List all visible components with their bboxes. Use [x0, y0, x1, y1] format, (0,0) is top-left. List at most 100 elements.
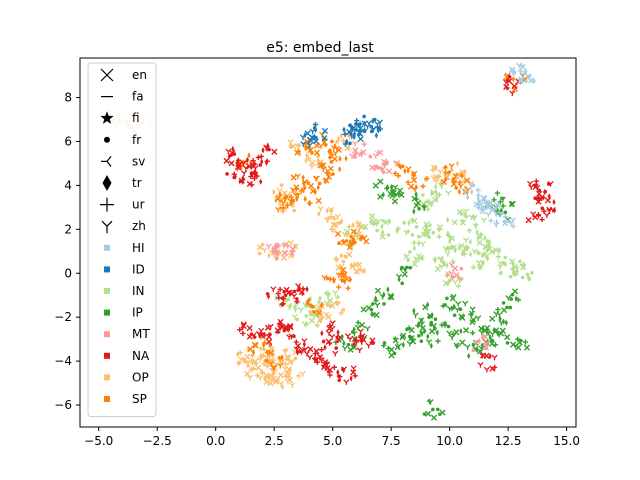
data-point [333, 142, 337, 150]
data-point [446, 324, 451, 329]
data-point [290, 248, 294, 255]
data-point [438, 412, 442, 416]
data-point [446, 216, 450, 223]
data-point [326, 215, 330, 223]
data-point [232, 175, 236, 180]
legend-item-tr: tr [102, 175, 142, 191]
data-point [266, 338, 273, 345]
data-point [330, 139, 334, 144]
data-point [289, 187, 297, 193]
data-point [482, 341, 488, 347]
data-point [382, 219, 390, 226]
data-point [434, 194, 441, 201]
legend-label: IP [132, 306, 143, 320]
legend-item-op: OP [104, 370, 149, 384]
data-point [448, 235, 453, 239]
data-point [264, 359, 269, 363]
data-point [280, 354, 284, 361]
data-point [535, 198, 542, 205]
data-point [249, 182, 255, 188]
data-point [504, 85, 510, 91]
data-point [477, 338, 481, 345]
data-point [303, 195, 307, 203]
data-point [475, 192, 482, 199]
legend-marker-star [100, 111, 114, 124]
data-point [392, 184, 399, 191]
data-point [541, 208, 547, 214]
data-point [264, 363, 270, 369]
data-point [339, 218, 344, 225]
legend-frame [87, 62, 157, 418]
data-point [412, 312, 419, 318]
data-point [289, 382, 296, 388]
data-point [264, 158, 270, 164]
data-point [258, 327, 265, 334]
data-point [285, 193, 289, 201]
data-point [307, 297, 311, 304]
data-point [497, 199, 503, 205]
data-point [280, 254, 288, 261]
data-point [499, 270, 503, 275]
data-point [326, 325, 333, 332]
data-point [227, 153, 231, 160]
legend-swatch [104, 352, 110, 359]
data-point [381, 342, 387, 349]
data-point [442, 260, 446, 268]
data-point [511, 75, 515, 83]
data-point [247, 152, 251, 159]
data-point [485, 211, 492, 218]
data-point [438, 263, 445, 270]
data-point [264, 350, 271, 356]
data-point [332, 289, 339, 296]
data-point [520, 275, 525, 280]
legend-marker-dot [104, 136, 110, 143]
data-point [385, 168, 393, 175]
data-point [308, 295, 313, 302]
data-point [344, 155, 348, 162]
data-point [510, 341, 517, 348]
data-point [314, 126, 318, 134]
data-point [301, 321, 308, 327]
data-point [353, 339, 360, 345]
data-point [285, 243, 291, 249]
data-point [377, 149, 384, 156]
data-point [489, 365, 496, 372]
data-point [323, 143, 328, 147]
data-point [376, 127, 380, 134]
data-point [511, 270, 516, 277]
data-point [471, 348, 476, 353]
y-tick-label: −4 [54, 354, 72, 368]
data-point [313, 135, 318, 140]
data-point [468, 251, 473, 258]
data-point [295, 192, 302, 199]
data-point [416, 234, 421, 239]
data-point [301, 174, 305, 181]
data-point [241, 170, 248, 176]
data-point [330, 276, 336, 283]
data-point [432, 173, 439, 181]
data-point [259, 346, 263, 351]
data-point [288, 194, 294, 200]
data-point [360, 234, 364, 239]
data-point [225, 148, 232, 155]
data-point [277, 286, 283, 293]
data-point [446, 230, 450, 237]
data-point [530, 270, 534, 275]
data-point [344, 232, 350, 238]
data-point [262, 347, 266, 352]
data-point [455, 300, 462, 307]
data-point [357, 334, 364, 340]
data-point [305, 152, 309, 159]
data-point [260, 158, 264, 165]
data-point [335, 146, 342, 154]
data-point [351, 140, 359, 147]
data-point [321, 134, 328, 142]
legend-marker-tri_down [101, 220, 113, 234]
data-point [399, 334, 406, 341]
data-point [483, 234, 487, 242]
data-point [334, 258, 339, 262]
data-point [235, 164, 242, 171]
data-point [338, 155, 342, 162]
data-point [331, 155, 338, 163]
data-point [358, 321, 366, 329]
